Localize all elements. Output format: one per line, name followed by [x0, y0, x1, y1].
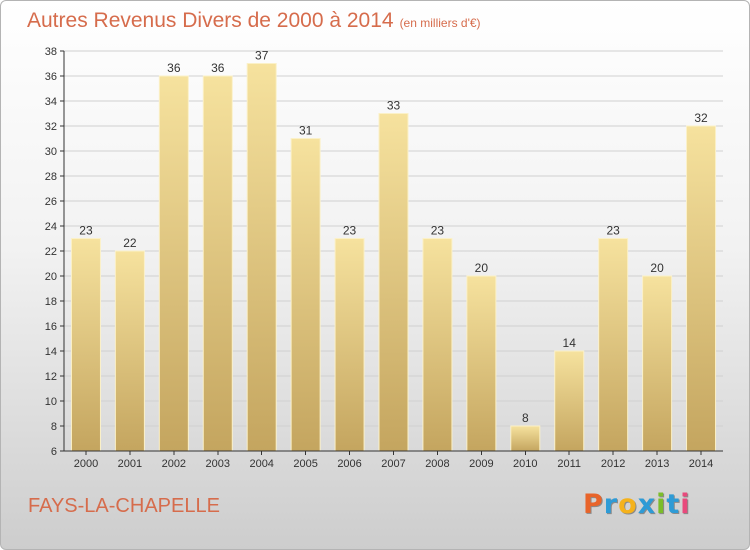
bar	[642, 275, 673, 452]
x-tick-label: 2002	[162, 458, 186, 470]
data-label: 20	[650, 261, 664, 275]
x-tick-label: 2000	[74, 458, 98, 470]
bar	[554, 350, 585, 452]
bar	[70, 238, 101, 452]
y-tick-label: 14	[45, 346, 57, 358]
y-tick-label: 12	[45, 371, 57, 383]
x-tick-label: 2001	[118, 458, 142, 470]
y-tick-label: 22	[45, 246, 57, 258]
y-tick-label: 36	[45, 71, 57, 83]
data-label: 32	[694, 111, 708, 125]
y-tick-label: 30	[45, 146, 57, 158]
data-label: 14	[563, 336, 577, 350]
data-label: 31	[299, 124, 313, 138]
y-tick-label: 32	[45, 121, 57, 133]
logo-letter: P	[583, 489, 604, 520]
data-label: 8	[522, 411, 529, 425]
bar	[422, 238, 453, 452]
y-tick-label: 28	[45, 171, 57, 183]
x-tick-label: 2012	[601, 458, 625, 470]
x-tick-label: 2011	[557, 458, 581, 470]
y-tick-label: 10	[45, 396, 57, 408]
bar	[598, 238, 629, 452]
x-tick-label: 2010	[513, 458, 537, 470]
chart-title-text: Autres Revenus Divers de 2000 à 2014	[27, 9, 394, 32]
y-tick-label: 8	[51, 421, 57, 433]
x-tick-label: 2008	[425, 458, 449, 470]
y-tick-label: 18	[45, 296, 57, 308]
bar	[686, 125, 717, 452]
bar	[158, 75, 189, 452]
logo-letter: o	[618, 489, 638, 520]
data-label: 37	[255, 49, 269, 63]
bar	[290, 138, 321, 452]
x-tick-label: 2009	[469, 458, 493, 470]
bar	[466, 275, 497, 452]
bar	[510, 425, 541, 452]
place-name: FAYS-LA-CHAPELLE	[28, 495, 220, 517]
x-tick-label: 2007	[381, 458, 405, 470]
data-label: 23	[343, 224, 357, 238]
proxiti-logo[interactable]: Proxiti	[583, 489, 691, 520]
bar	[246, 63, 277, 452]
chart-title-unit: (en milliers d'€)	[399, 16, 481, 30]
y-tick-label: 20	[45, 271, 57, 283]
logo-letter: i	[656, 489, 667, 520]
y-tick-label: 6	[51, 446, 57, 458]
data-label: 36	[211, 61, 225, 75]
logo-letter: i	[680, 489, 691, 520]
data-label: 20	[475, 261, 489, 275]
data-label: 23	[606, 224, 620, 238]
axes	[60, 50, 723, 455]
bar	[334, 238, 365, 452]
x-tick-label: 2006	[337, 458, 361, 470]
logo-letter: t	[666, 489, 681, 520]
logo-letter: r	[603, 489, 619, 520]
chart-title: Autres Revenus Divers de 2000 à 2014 (en …	[27, 9, 481, 33]
x-tick-label: 2004	[249, 458, 273, 470]
y-tick-label: 24	[45, 221, 57, 233]
x-tick-label: 2013	[645, 458, 669, 470]
bar	[202, 75, 233, 452]
x-tick-label: 2003	[206, 458, 230, 470]
bars	[70, 63, 717, 452]
y-tick-label: 38	[45, 46, 57, 58]
y-tick-label: 26	[45, 196, 57, 208]
y-tick-label: 34	[45, 96, 57, 108]
data-label: 22	[123, 236, 137, 250]
data-label: 36	[167, 61, 181, 75]
data-label: 23	[79, 224, 93, 238]
data-label: 33	[387, 99, 401, 113]
labels: 6 8 10 12 14 16 18 20 22 24 26 28 30 32 34 36 38 23 2000 22…	[45, 46, 714, 470]
logo-letter: x	[637, 489, 657, 520]
data-label: 23	[431, 224, 445, 238]
x-tick-label: 2005	[293, 458, 317, 470]
y-tick-label: 16	[45, 321, 57, 333]
x-tick-label: 2014	[689, 458, 713, 470]
bar	[114, 250, 145, 452]
bar	[378, 113, 409, 452]
